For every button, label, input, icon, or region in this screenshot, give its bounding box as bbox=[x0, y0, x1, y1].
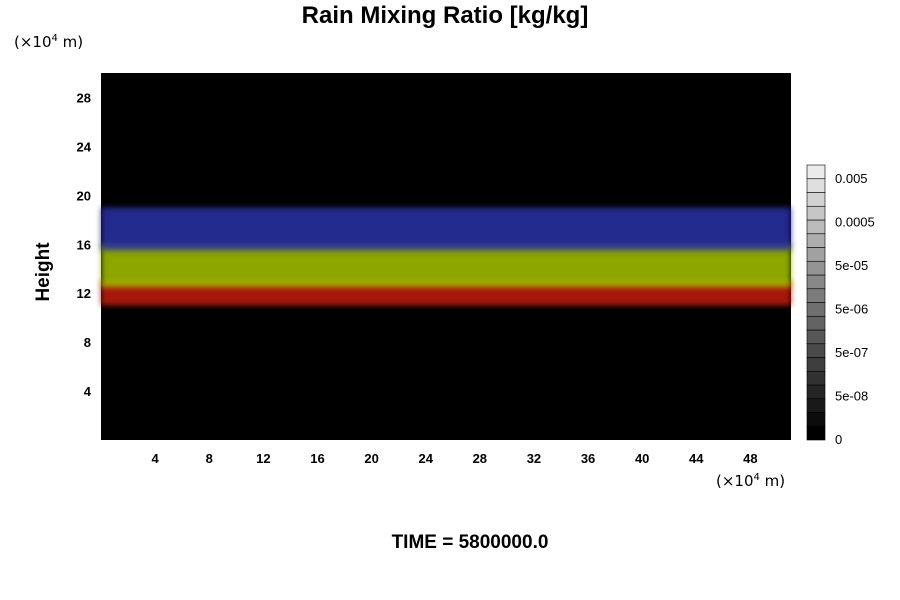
colorbar-swatch bbox=[806, 233, 826, 248]
colorbar-swatch bbox=[806, 192, 826, 207]
colorbar-label: 5e-07 bbox=[835, 345, 868, 360]
colorbar-label: 5e-05 bbox=[835, 258, 868, 273]
colorbar-label: 0.005 bbox=[835, 171, 868, 186]
colorbar bbox=[806, 164, 826, 441]
colorbar-swatch bbox=[806, 164, 826, 180]
chart-title: Rain Mixing Ratio [kg/kg] bbox=[301, 2, 589, 29]
x-tick-label: 12 bbox=[256, 451, 270, 466]
x-tick-label: 4 bbox=[152, 451, 160, 466]
x-tick-label: 8 bbox=[206, 451, 213, 466]
rain-field bbox=[101, 207, 791, 306]
colorbar-labels: 0.005 0.0005 5e-05 5e-06 5e-07 5e-08 0 bbox=[835, 171, 875, 447]
x-tick-label: 24 bbox=[418, 451, 433, 466]
colorbar-swatch bbox=[806, 357, 826, 372]
colorbar-swatch bbox=[806, 412, 826, 427]
y-unit-exponent: 4 bbox=[51, 33, 58, 44]
y-tick-label: 28 bbox=[77, 90, 91, 105]
x-tick-label: 16 bbox=[310, 451, 324, 466]
y-tick-label: 12 bbox=[77, 286, 91, 301]
colorbar-label: 0 bbox=[835, 432, 842, 447]
x-tick-label: 36 bbox=[581, 451, 595, 466]
colorbar-swatch bbox=[806, 425, 826, 441]
y-tick-label: 8 bbox=[84, 335, 91, 350]
colorbar-swatch bbox=[806, 288, 826, 303]
x-axis-unit: (×104 m) bbox=[716, 472, 785, 490]
colorbar-swatch bbox=[806, 384, 826, 400]
y-tick-label: 4 bbox=[84, 384, 92, 399]
x-unit-base: (×10 bbox=[716, 472, 754, 490]
colorbar-label: 5e-08 bbox=[835, 389, 868, 404]
colorbar-swatch bbox=[806, 247, 826, 262]
colorbar-label: 0.0005 bbox=[835, 215, 875, 230]
colorbar-swatch bbox=[806, 343, 826, 358]
colorbar-swatch bbox=[806, 260, 826, 276]
colorbar-swatch bbox=[806, 302, 826, 317]
colorbar-label: 5e-06 bbox=[835, 302, 868, 317]
x-tick-label: 20 bbox=[364, 451, 378, 466]
colorbar-swatch bbox=[806, 178, 826, 193]
x-tick-label: 28 bbox=[473, 451, 487, 466]
x-tick-label: 32 bbox=[527, 451, 541, 466]
y-unit-tail: m) bbox=[57, 33, 84, 51]
colorbar-swatch bbox=[806, 329, 826, 345]
rain-layer-3 bbox=[101, 207, 791, 251]
colorbar-swatch bbox=[806, 370, 826, 386]
colorbar-swatch bbox=[806, 398, 826, 413]
time-label: TIME = 5800000.0 bbox=[391, 532, 549, 553]
x-tick-labels: 4 8 12 16 20 24 28 32 36 40 44 48 bbox=[152, 451, 758, 466]
y-axis-unit: (×104 m) bbox=[14, 33, 83, 51]
colorbar-swatch bbox=[806, 219, 826, 235]
colorbar-swatch bbox=[806, 274, 826, 290]
x-unit-exponent: 4 bbox=[753, 472, 760, 483]
y-tick-labels: 4 8 12 16 20 24 28 bbox=[77, 90, 92, 399]
x-tick-label: 44 bbox=[689, 451, 704, 466]
y-tick-label: 24 bbox=[77, 139, 92, 154]
y-tick-label: 20 bbox=[77, 188, 91, 203]
y-unit-base: (×10 bbox=[14, 33, 52, 51]
x-tick-label: 40 bbox=[635, 451, 649, 466]
x-unit-tail: m) bbox=[759, 472, 786, 490]
x-tick-label: 48 bbox=[743, 451, 757, 466]
y-tick-label: 16 bbox=[77, 237, 91, 252]
colorbar-swatch bbox=[806, 205, 826, 221]
rain-layer-2 bbox=[101, 244, 791, 288]
colorbar-swatch bbox=[806, 315, 826, 331]
